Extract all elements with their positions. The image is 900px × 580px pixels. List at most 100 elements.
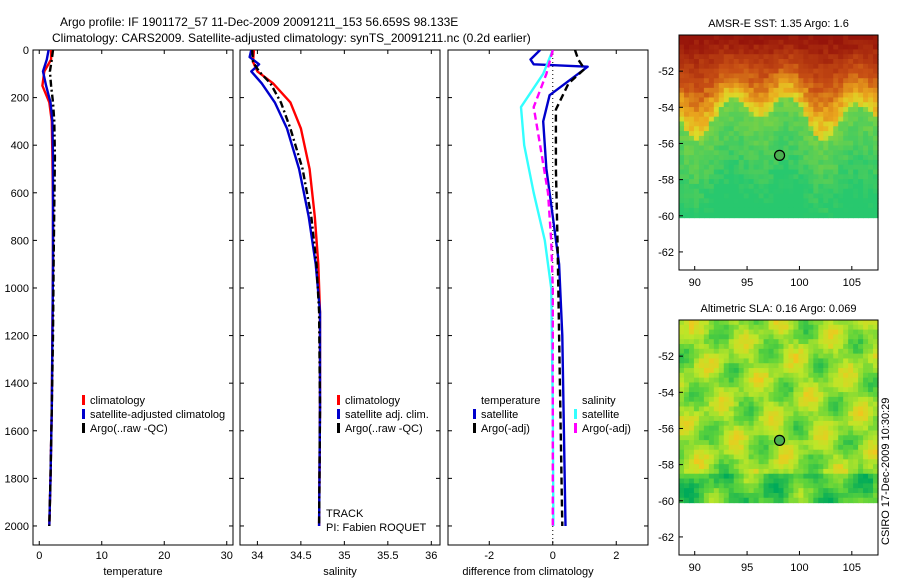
heatmap-cell (703, 212, 710, 219)
heatmap-cell (748, 387, 755, 393)
heatmap-cell (793, 135, 799, 142)
heatmap-cell (803, 468, 809, 475)
heatmap-cell (768, 73, 775, 79)
heatmap-cell (873, 183, 879, 190)
heatmap-cell (818, 116, 824, 123)
heatmap-cell (823, 73, 829, 79)
heatmap-cell (853, 430, 859, 436)
heatmap-cell (808, 39, 814, 46)
heatmap-cell (753, 363, 760, 369)
heatmap-cell (783, 73, 790, 79)
heatmap-cell (798, 97, 804, 103)
heatmap-cell (853, 203, 859, 209)
heatmap-cell (843, 324, 849, 331)
heatmap-cell (768, 382, 775, 388)
heatmap-cell (733, 425, 740, 432)
heatmap-cell (788, 111, 795, 118)
heatmap-cell (713, 73, 720, 79)
heatmap-cell (783, 324, 790, 331)
heatmap-cell (723, 320, 730, 326)
heatmap-cell (718, 203, 725, 209)
heatmap-cell (773, 126, 780, 132)
heatmap-cell (788, 54, 795, 60)
heatmap-cell (763, 54, 770, 60)
heatmap-cell (783, 59, 790, 65)
heatmap-cell (693, 459, 700, 465)
heatmap-cell (763, 478, 770, 484)
heatmap-cell (828, 468, 834, 475)
heatmap-cell (693, 416, 700, 422)
heatmap-cell (788, 459, 795, 465)
heatmap-cell (688, 92, 695, 99)
heatmap-cell (753, 339, 760, 345)
heatmap-cell (693, 382, 700, 388)
heatmap-cell (838, 478, 844, 484)
heatmap-cell (808, 488, 814, 494)
heatmap-cell (753, 63, 760, 70)
heatmap-cell (848, 131, 854, 137)
heatmap-cell (803, 497, 809, 504)
heatmap-cell (763, 169, 770, 175)
heatmap-cell (688, 368, 695, 374)
heatmap-cell (773, 358, 780, 364)
heatmap-cell (843, 169, 849, 175)
heatmap-cell (679, 382, 685, 388)
heatmap-cell (798, 324, 804, 331)
heatmap-cell (743, 145, 750, 151)
heatmap-cell (768, 324, 775, 331)
heatmap-cell (693, 97, 700, 103)
heatmap-cell (708, 207, 715, 214)
heatmap-cell (773, 377, 780, 384)
heatmap-cell (858, 440, 864, 446)
heatmap-cell (703, 497, 710, 504)
heatmap-cell (683, 329, 690, 336)
heatmap-cell (838, 401, 844, 408)
heatmap-cell (763, 368, 770, 374)
heatmap-cell (738, 411, 745, 417)
heatmap-cell (708, 111, 715, 118)
heatmap-cell (873, 396, 879, 403)
heatmap-cell (828, 212, 834, 219)
heatmap-cell (778, 497, 785, 504)
legend-swatch (82, 423, 85, 433)
heatmap-cell (768, 344, 775, 350)
heatmap-cell (743, 382, 750, 388)
heatmap-cell (803, 107, 809, 113)
heatmap-cell (813, 73, 819, 79)
heatmap-cell (748, 159, 755, 166)
heatmap-cell (763, 188, 770, 195)
heatmap-cell (853, 183, 859, 190)
heatmap-cell (758, 392, 765, 398)
heatmap-cell (733, 68, 740, 75)
heatmap-cell (818, 188, 824, 195)
heatmap-cell (808, 358, 814, 364)
heatmap-cell (838, 435, 844, 441)
heatmap-cell (753, 35, 760, 41)
heatmap-cell (778, 169, 785, 175)
heatmap-cell (778, 145, 785, 151)
heatmap-cell (863, 339, 869, 345)
heatmap-cell (753, 468, 760, 475)
heatmap-cell (818, 183, 824, 190)
heatmap-cell (693, 83, 700, 89)
heatmap-cell (853, 425, 859, 432)
heatmap-cell (833, 377, 839, 384)
heatmap-cell (768, 473, 775, 480)
heatmap-cell (768, 339, 775, 345)
heatmap-cell (758, 449, 765, 456)
heatmap-cell (738, 396, 745, 403)
heatmap-cell (793, 212, 799, 219)
heatmap-cell (798, 87, 804, 94)
heatmap-cell (788, 68, 795, 75)
heatmap-cell (798, 425, 804, 432)
heatmap-cell (753, 392, 760, 398)
heatmap-cell (713, 155, 720, 161)
heatmap-cell (738, 348, 745, 355)
heatmap-cell (679, 363, 685, 369)
heatmap-cell (803, 392, 809, 398)
heatmap-cell (683, 368, 690, 374)
heatmap-cell (873, 188, 879, 195)
heatmap-cell (858, 416, 864, 422)
heatmap-cell (679, 188, 685, 195)
heatmap-cell (698, 126, 705, 132)
